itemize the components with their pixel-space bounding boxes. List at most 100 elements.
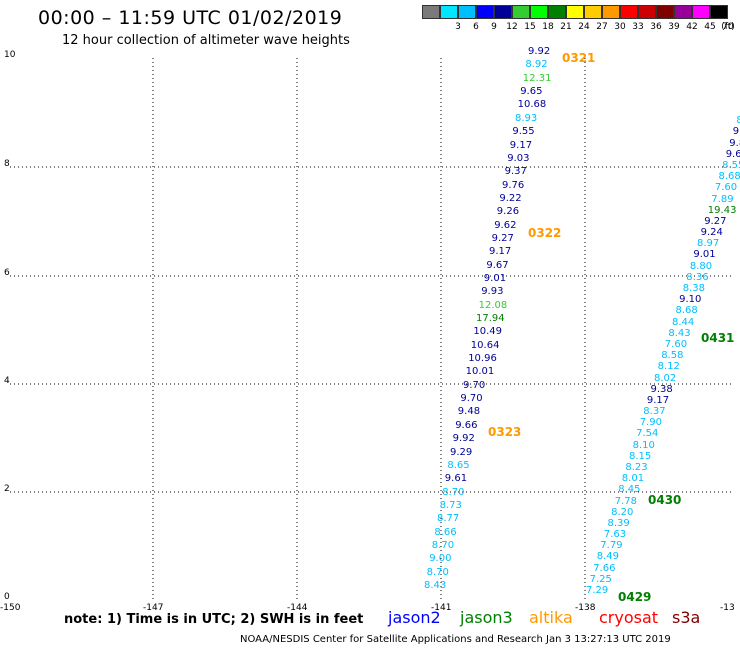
wave-height-value: 9.93 [481, 286, 504, 298]
wave-height-value: 8.45 [618, 484, 641, 496]
wave-height-value: 9.92 [528, 46, 551, 57]
wave-height-value: 9.17 [646, 394, 670, 406]
footer-credit: NOAA/NESDIS Center for Satellite Applica… [240, 634, 671, 645]
wave-height-value: 9. [732, 126, 740, 138]
wave-height-value: 10.49 [473, 326, 503, 338]
wave-height-value: 8.23 [625, 462, 648, 473]
x-tick-label: -138 [575, 603, 596, 613]
legend-tick-label: 15 [524, 22, 536, 32]
legend-swatch [638, 5, 656, 19]
wave-height-value: 19.43 [707, 204, 737, 216]
pass-time-label: 0431 [701, 331, 735, 345]
wave-height-value: 10.64 [470, 339, 500, 351]
y-tick-label: 6 [4, 268, 10, 278]
legend-swatch [548, 5, 566, 19]
wave-height-value: 8.65 [447, 459, 470, 471]
satellite-name: s3a [672, 608, 701, 627]
wave-height-value: 8.36 [686, 271, 709, 283]
legend-swatch [674, 5, 692, 19]
wave-height-value: 9.24 [700, 227, 723, 238]
wave-height-value: 7.25 [589, 573, 612, 585]
wave-height-value: 8.49 [596, 551, 619, 563]
y-tick-label: 0 [4, 592, 10, 602]
wave-height-value: 8.70 [442, 486, 465, 498]
wave-height-value: 9.22 [499, 192, 522, 204]
wave-height-value: 9.27 [704, 215, 727, 227]
wave-height-value: 8.10 [632, 439, 655, 451]
wave-height-value: 8.37 [643, 406, 666, 417]
wave-height-value: 8.01 [621, 473, 645, 485]
wave-height-value: 8.80 [689, 260, 713, 272]
wave-height-value: 8.58 [661, 350, 684, 362]
wave-height-value: 8.73 [439, 499, 462, 511]
wave-height-value: 7.79 [600, 540, 623, 552]
wave-height-value: 8.77 [437, 513, 460, 525]
x-tick-label: -13 [720, 603, 735, 613]
legend-swatch [458, 5, 476, 19]
wave-height-value: 8.68 [675, 305, 698, 317]
wave-height-value: 8.38 [682, 283, 705, 294]
wave-height-value: 8.66 [434, 526, 457, 538]
y-tick-label: 10 [4, 50, 16, 60]
pass-time-label: 0322 [528, 226, 562, 240]
legend-tick-label: 39 [668, 22, 680, 32]
legend-swatch [620, 5, 638, 19]
legend-tick-label: 36 [650, 22, 662, 32]
legend-tick-label: 12 [506, 22, 518, 32]
wave-height-value: 9.48 [457, 406, 481, 418]
wave-height-value: 9.17 [489, 246, 512, 258]
legend-tick-label: 42 [686, 22, 698, 32]
wave-height-value: 9.66 [455, 419, 478, 431]
pass-time-label: 0430 [648, 493, 682, 507]
wave-height-value: 9.01 [693, 249, 716, 261]
wave-height-value: 9.65 [520, 86, 543, 97]
wave-height-value: 8.92 [525, 59, 548, 71]
legend-unit: (ft) [721, 22, 735, 32]
wave-height-value: 9.38 [650, 383, 673, 395]
map-subtitle: 12 hour collection of altimeter wave hei… [62, 33, 350, 48]
wave-height-value: 12.08 [478, 299, 508, 311]
wave-height-value: 9.01 [483, 273, 507, 284]
wave-height-value: 7.63 [603, 529, 627, 541]
pass-time-label: 0323 [488, 425, 522, 439]
legend-swatch [440, 5, 458, 19]
legend-swatch [422, 5, 440, 19]
wave-height-value: 9.70 [460, 393, 483, 405]
wave-height-value: 9.26 [496, 206, 520, 218]
legend-swatch [584, 5, 602, 19]
legend-tick-label: 21 [560, 22, 572, 32]
wave-height-value: 8.55 [722, 159, 740, 171]
wave-height-value: 7.89 [711, 193, 734, 205]
wave-height-value: 9.27 [491, 232, 514, 244]
y-tick-label: 4 [4, 376, 10, 386]
legend-swatch [530, 5, 548, 19]
wave-height-value: 8.15 [629, 450, 652, 462]
wave-height-value: 7.60 [664, 338, 688, 350]
wave-height-value: 7.66 [593, 562, 616, 574]
pass-time-label: 0321 [562, 51, 596, 65]
legend-tick-label: 33 [632, 22, 644, 32]
legend-tick-label: 3 [455, 22, 461, 32]
legend-tick-label: 18 [542, 22, 554, 32]
wave-height-value: 17.94 [476, 313, 505, 324]
wave-height-value: 10.01 [465, 366, 495, 378]
wave-height-value: 9.66 [725, 148, 740, 160]
wave-height-value: 9.61 [444, 473, 468, 485]
legend-tick-label: 27 [596, 22, 608, 32]
legend-tick-label: 24 [578, 22, 590, 32]
wave-height-value: 9.76 [502, 179, 525, 191]
wave-height-value: 8.20 [611, 506, 634, 518]
legend-swatch [602, 5, 620, 19]
wave-height-value: 7.54 [636, 428, 659, 440]
y-tick-label: 2 [4, 484, 10, 494]
legend-swatch [476, 5, 494, 19]
wave-height-value: 9.37 [504, 166, 527, 178]
wave-height-value: 9.03 [507, 152, 530, 164]
wave-height-value: 9.70 [463, 379, 486, 391]
wave-height-value: 12.31 [522, 72, 552, 84]
wave-height-value: 9.00 [429, 553, 452, 565]
wave-height-value: 10.96 [468, 353, 497, 365]
wave-height-value: 8.93 [515, 112, 538, 124]
wave-height-value: 9.29 [450, 446, 473, 458]
